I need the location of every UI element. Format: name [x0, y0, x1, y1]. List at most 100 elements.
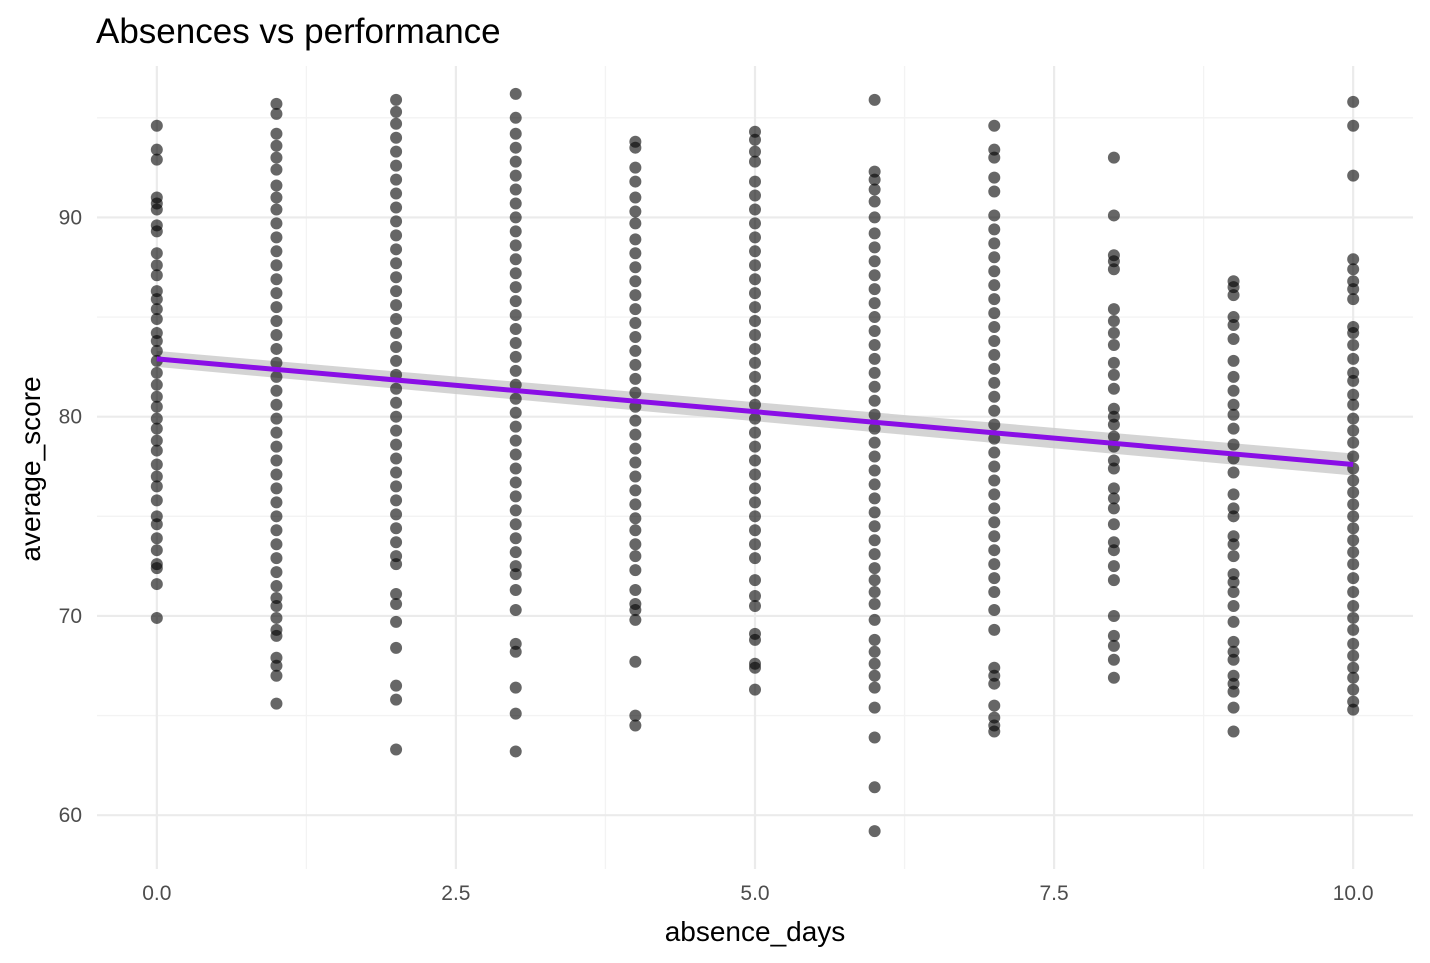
x-tick-label: 2.5 [441, 882, 470, 905]
data-point [150, 390, 163, 403]
data-point [868, 173, 881, 186]
data-point [988, 530, 1001, 543]
data-point [1227, 701, 1240, 714]
data-point [868, 283, 881, 296]
data-point [270, 203, 283, 216]
data-point [150, 153, 163, 166]
data-point [390, 480, 403, 493]
data-point [749, 384, 761, 397]
data-point [509, 281, 522, 294]
data-point [1347, 599, 1360, 612]
data-point [509, 350, 522, 363]
x-tick-label: 7.5 [1039, 882, 1068, 905]
data-point [390, 187, 403, 200]
data-point [749, 259, 761, 272]
data-point [270, 482, 283, 495]
data-point [1107, 609, 1120, 622]
data-point [1347, 703, 1360, 716]
data-point [868, 548, 881, 561]
data-point [868, 380, 881, 393]
data-point [749, 287, 761, 300]
data-point [868, 506, 881, 519]
data-point [749, 342, 761, 355]
data-point [629, 372, 642, 385]
x-tick-label: 0.0 [142, 882, 171, 905]
data-point [868, 269, 881, 282]
data-point [509, 681, 522, 694]
data-point [270, 356, 283, 369]
data-point [749, 356, 761, 369]
data-point [988, 544, 1001, 557]
data-point [1347, 119, 1360, 132]
x-axis-title: absence_days [665, 916, 846, 947]
data-point [1107, 338, 1120, 351]
data-point [270, 538, 283, 551]
data-point [749, 482, 761, 495]
data-point [868, 586, 881, 599]
data-point [1107, 629, 1120, 642]
y-tick-label: 90 [59, 206, 82, 229]
data-point [150, 269, 163, 282]
data-point [1107, 356, 1120, 369]
data-point [1107, 303, 1120, 316]
y-axis-title: average_score [15, 376, 46, 561]
data-point [749, 683, 761, 696]
data-point [150, 225, 163, 238]
data-point [868, 681, 881, 694]
data-point [988, 390, 1001, 403]
data-point [749, 231, 761, 244]
data-point [1107, 430, 1120, 443]
data-point [629, 261, 642, 274]
data-point [150, 494, 163, 507]
data-point [988, 321, 1001, 334]
data-point [1347, 486, 1360, 499]
data-point [1347, 661, 1360, 674]
data-point [749, 440, 761, 453]
x-tick-label: 10.0 [1333, 882, 1374, 905]
data-point [390, 693, 403, 706]
data-point [749, 538, 761, 551]
data-point [390, 117, 403, 130]
data-point [509, 584, 522, 597]
data-point [509, 568, 522, 581]
data-point [1347, 374, 1360, 387]
data-point [1347, 683, 1360, 696]
data-point [1227, 653, 1240, 666]
data-point [509, 239, 522, 252]
data-point [629, 191, 642, 204]
data-point [150, 293, 163, 306]
data-point [749, 574, 761, 587]
y-tick-label: 60 [59, 804, 82, 827]
data-point [868, 93, 881, 106]
data-point [749, 245, 761, 258]
data-point [270, 231, 283, 244]
data-point [1227, 615, 1240, 628]
data-point [749, 510, 761, 523]
data-point [868, 338, 881, 351]
data-point [1347, 546, 1360, 559]
data-point [390, 285, 403, 298]
data-point [988, 516, 1001, 529]
data-point [988, 725, 1001, 738]
data-point [509, 406, 522, 419]
data-point [150, 378, 163, 391]
data-point [150, 203, 163, 216]
data-point [1347, 327, 1360, 340]
data-point [390, 215, 403, 228]
data-point [1107, 653, 1120, 666]
data-point [270, 412, 283, 425]
data-point [1107, 462, 1120, 475]
data-point [1347, 398, 1360, 411]
data-point [749, 412, 761, 425]
data-point [390, 597, 403, 610]
data-point [1347, 637, 1360, 650]
data-point [988, 376, 1001, 389]
data-point [390, 466, 403, 479]
data-point [1227, 319, 1240, 332]
data-point [390, 679, 403, 692]
data-point [629, 484, 642, 497]
data-point [1347, 534, 1360, 547]
data-point [509, 378, 522, 391]
data-point [1227, 422, 1240, 435]
data-point [509, 745, 522, 758]
